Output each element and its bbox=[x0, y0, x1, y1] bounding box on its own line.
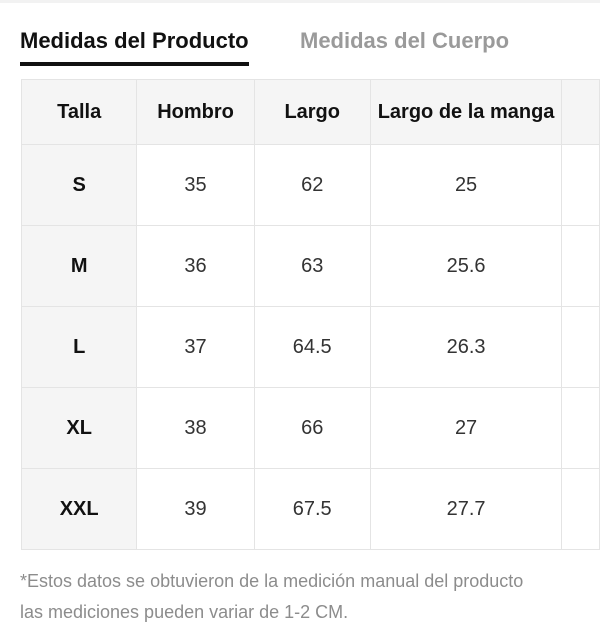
table-row: S 35 62 25 bbox=[20, 144, 600, 226]
length-cell: 64.5 bbox=[253, 306, 371, 388]
sleeve-cell: 27.7 bbox=[369, 468, 563, 550]
length-cell: 67.5 bbox=[253, 468, 371, 550]
table-row: XXL 39 67.5 27.7 bbox=[20, 468, 600, 550]
header-length: Largo bbox=[253, 79, 371, 145]
shoulder-cell: 36 bbox=[136, 225, 255, 307]
table-row: M 36 63 25.6 bbox=[20, 225, 600, 307]
header-sleeve-length: Largo de la manga bbox=[369, 79, 563, 145]
top-divider bbox=[0, 0, 600, 3]
disclaimer-line-1: *Estos datos se obtuvieron de la medició… bbox=[20, 571, 524, 591]
extra-cell bbox=[561, 225, 600, 307]
table-row: XL 38 66 27 bbox=[20, 387, 600, 469]
length-cell: 63 bbox=[253, 225, 371, 307]
size-cell: XL bbox=[20, 387, 138, 469]
tab-product-measurements[interactable]: Medidas del Producto bbox=[20, 24, 249, 66]
header-shoulder: Hombro bbox=[136, 79, 255, 145]
length-cell: 66 bbox=[253, 387, 371, 469]
sleeve-cell: 25 bbox=[369, 144, 563, 226]
shoulder-cell: 38 bbox=[136, 387, 255, 469]
header-size: Talla bbox=[20, 79, 138, 145]
sleeve-cell: 26.3 bbox=[369, 306, 563, 388]
size-cell: S bbox=[20, 144, 138, 226]
shoulder-cell: 39 bbox=[136, 468, 255, 550]
extra-cell bbox=[561, 306, 600, 388]
shoulder-cell: 35 bbox=[136, 144, 255, 226]
disclaimer-line-2: las mediciones pueden variar de 1-2 CM. bbox=[20, 602, 349, 622]
table-row: L 37 64.5 26.3 bbox=[20, 306, 600, 388]
size-cell: M bbox=[20, 225, 138, 307]
size-cell: L bbox=[20, 306, 138, 388]
extra-cell bbox=[561, 144, 600, 226]
extra-cell bbox=[561, 387, 600, 469]
table-header-row: Talla Hombro Largo Largo de la manga bbox=[20, 79, 600, 145]
length-cell: 62 bbox=[253, 144, 371, 226]
shoulder-cell: 37 bbox=[136, 306, 255, 388]
tab-body-measurements[interactable]: Medidas del Cuerpo bbox=[300, 28, 510, 53]
sleeve-cell: 27 bbox=[369, 387, 563, 469]
sleeve-cell: 25.6 bbox=[369, 225, 563, 307]
extra-cell bbox=[561, 468, 600, 550]
size-cell: XXL bbox=[20, 468, 138, 550]
size-table: Talla Hombro Largo Largo de la manga S 3… bbox=[20, 79, 600, 550]
measurement-disclaimer: *Estos datos se obtuvieron de la medició… bbox=[20, 566, 600, 628]
header-extra bbox=[561, 79, 600, 145]
